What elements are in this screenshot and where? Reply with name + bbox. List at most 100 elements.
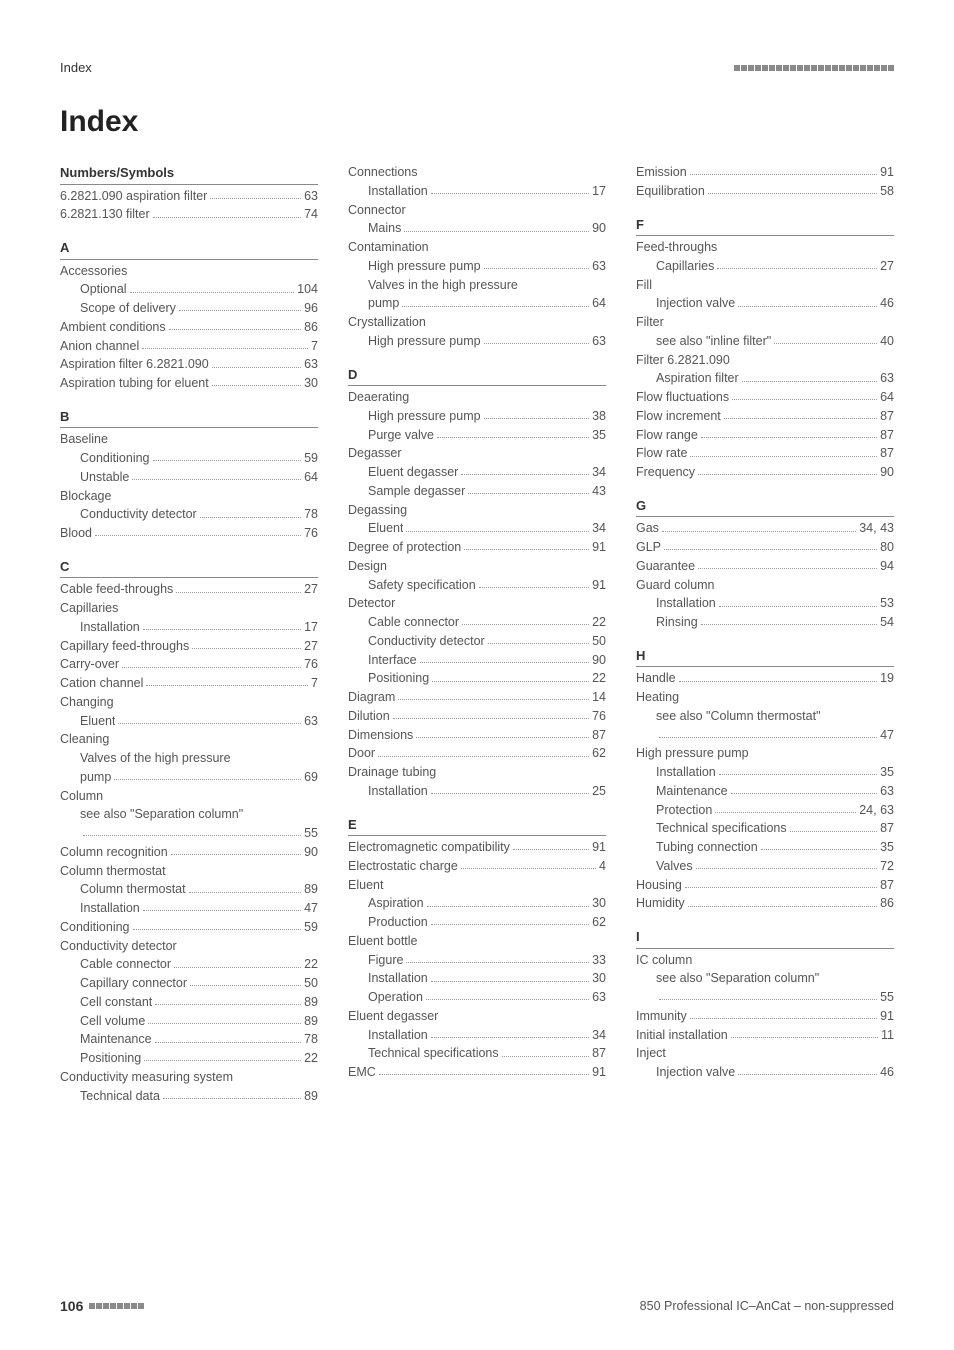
index-entry: Eluent: [348, 876, 606, 895]
entry-label: Electrostatic charge: [348, 857, 458, 876]
footer-square-icon: [138, 1303, 144, 1309]
footer-square-icon: [96, 1303, 102, 1309]
header-square-icon: [734, 65, 740, 71]
header-square-icon: [867, 65, 873, 71]
leader-dots: [431, 1026, 589, 1038]
header-square-icon: [769, 65, 775, 71]
entry-label: Mains: [368, 219, 401, 238]
entry-label: Flow increment: [636, 407, 721, 426]
entry-page: 22: [304, 1049, 318, 1068]
entry-page: 59: [304, 449, 318, 468]
entry-page: 63: [304, 712, 318, 731]
entry-label: Eluent: [80, 712, 115, 731]
leader-dots: [406, 951, 589, 963]
entry-label: Initial installation: [636, 1026, 728, 1045]
entry-label: Flow fluctuations: [636, 388, 729, 407]
entry-label: Diagram: [348, 688, 395, 707]
leader-dots: [379, 1063, 589, 1075]
index-entry: Cell constant89: [60, 993, 318, 1012]
index-entry: Ambient conditions86: [60, 318, 318, 337]
index-entry: High pressure pump38: [348, 407, 606, 426]
header-square-icon: [811, 65, 817, 71]
leader-dots: [479, 576, 589, 588]
entry-page: 27: [304, 580, 318, 599]
entry-page: 22: [592, 669, 606, 688]
index-entry: Mains 90: [348, 219, 606, 238]
index-entry: Eluent 63: [60, 712, 318, 731]
entry-label: Rinsing: [656, 613, 698, 632]
entry-label: Cation channel: [60, 674, 143, 693]
leader-dots: [715, 801, 856, 813]
entry-page: 22: [592, 613, 606, 632]
index-entry: Safety specification91: [348, 576, 606, 595]
entry-label: Cell constant: [80, 993, 152, 1012]
index-entry: Capillaries: [60, 599, 318, 618]
index-entry: Column recognition90: [60, 843, 318, 862]
entry-label: Injection valve: [656, 294, 735, 313]
entry-page: 87: [592, 1044, 606, 1063]
index-entry: Sample degasser43: [348, 482, 606, 501]
entry-label: Conditioning: [60, 918, 130, 937]
leader-dots: [118, 712, 301, 724]
entry-label: Column recognition: [60, 843, 168, 862]
entry-page: 35: [880, 763, 894, 782]
entry-label: Positioning: [80, 1049, 141, 1068]
entry-page: 90: [592, 219, 606, 238]
index-entry: Deaerating: [348, 388, 606, 407]
leader-dots: [132, 468, 301, 480]
leader-dots: [133, 918, 302, 930]
index-entry: Carry-over76: [60, 655, 318, 674]
leader-dots: [402, 294, 589, 306]
entry-label: Positioning: [368, 669, 429, 688]
index-entry: Cable feed-throughs27: [60, 580, 318, 599]
index-entry: Valves72: [636, 857, 894, 876]
leader-dots: [431, 182, 589, 194]
leader-dots: [679, 669, 877, 681]
entry-label: Dimensions: [348, 726, 413, 745]
section-heading: C: [60, 557, 318, 579]
index-entry: Connections: [348, 163, 606, 182]
index-entry: EMC91: [348, 1063, 606, 1082]
index-entry: see also "Separation column": [60, 805, 318, 824]
index-entry: Dimensions87: [348, 726, 606, 745]
entry-label: Housing: [636, 876, 682, 895]
index-entry: Flow increment87: [636, 407, 894, 426]
entry-page: 35: [880, 838, 894, 857]
index-entry: Eluent34: [348, 519, 606, 538]
entry-page: 30: [592, 894, 606, 913]
index-entry: Installation34: [348, 1026, 606, 1045]
index-entry: Handle19: [636, 669, 894, 688]
index-entry: Eluent bottle: [348, 932, 606, 951]
entry-page: 89: [304, 1012, 318, 1031]
entry-label: Blood: [60, 524, 92, 543]
leader-dots: [176, 580, 301, 592]
leader-dots: [690, 1007, 877, 1019]
entry-label: Cable connector: [80, 955, 171, 974]
index-entry: Flow range87: [636, 426, 894, 445]
entry-page: 30: [304, 374, 318, 393]
footer-square-icon: [131, 1303, 137, 1309]
entry-label: Technical specifications: [656, 819, 787, 838]
entry-page: 91: [592, 1063, 606, 1082]
leader-dots: [179, 299, 301, 311]
leader-dots: [212, 355, 301, 367]
index-entry: Degasser: [348, 444, 606, 463]
index-entry: Accessories: [60, 262, 318, 281]
entry-label: GLP: [636, 538, 661, 557]
entry-label: High pressure pump: [368, 257, 481, 276]
leader-dots: [426, 988, 589, 1000]
entry-label: Figure: [368, 951, 403, 970]
index-entry: Operation63: [348, 988, 606, 1007]
index-entry: Initial installation11: [636, 1026, 894, 1045]
section-heading: E: [348, 815, 606, 837]
index-entry: Gas34, 43: [636, 519, 894, 538]
leader-dots: [171, 843, 301, 855]
entry-label: Installation: [80, 618, 140, 637]
entry-page: 64: [880, 388, 894, 407]
index-entry: Frequency90: [636, 463, 894, 482]
entry-label: Conductivity detector: [80, 505, 197, 524]
leader-dots: [143, 899, 301, 911]
entry-label: Guarantee: [636, 557, 695, 576]
footer-right-text: 850 Professional IC–AnCat – non-suppress…: [640, 1299, 894, 1313]
leader-dots: [731, 1026, 878, 1038]
